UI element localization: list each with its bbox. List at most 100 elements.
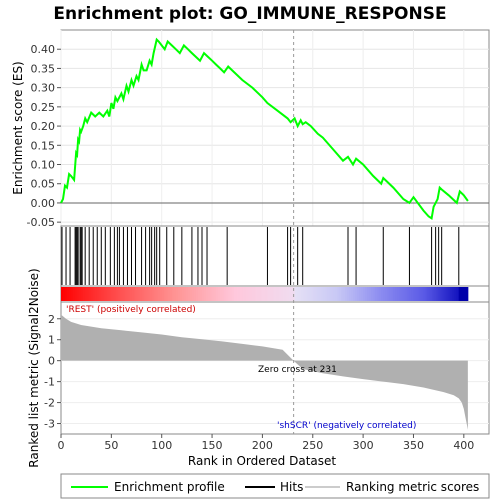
color-bar-segment (340, 287, 344, 301)
color-bar-segment (361, 287, 364, 301)
metric-tick-label: 2 (48, 313, 55, 326)
color-bar-segment (266, 287, 269, 301)
color-bar-segment (449, 287, 453, 301)
color-bar-segment (427, 287, 431, 301)
color-bar-segment (399, 287, 402, 301)
color-bar-segment (81, 287, 84, 301)
color-bar-segment (216, 287, 219, 301)
es-y-axis-label: Enrichment score (ES) (11, 61, 25, 194)
color-bar-segment (65, 287, 68, 301)
color-bar-segment (105, 287, 108, 301)
color-bar-segment (163, 287, 167, 301)
color-bar-segment (294, 287, 298, 301)
color-bar-segment (179, 287, 183, 301)
color-bar-segment (77, 287, 80, 301)
color-bar-segment (435, 287, 439, 301)
color-bar-segment (220, 287, 223, 301)
metric-tick-label: -1 (44, 376, 55, 389)
color-bar-segment (153, 287, 157, 301)
zero-cross-label: Zero cross at 231 (258, 365, 337, 375)
color-bar-segment (431, 287, 435, 301)
color-bar-segment (359, 287, 362, 301)
color-bar-segment (232, 287, 235, 301)
color-bar-segment (320, 287, 324, 301)
color-bar-segment (423, 287, 427, 301)
color-bar-segment (262, 287, 265, 301)
color-bar-segment (332, 287, 336, 301)
color-bar-segment (286, 287, 290, 301)
es-tick-label: 0.15 (31, 139, 56, 152)
es-panel: 0.40 0.35 0.30 0.25 0.20 0.15 0.10 0.05 0.00 -0.0… (27, 29, 490, 229)
color-bar-segment (260, 287, 263, 301)
color-bar-segment (246, 287, 249, 301)
color-bar-segment (397, 287, 400, 301)
x-tick-label: 400 (453, 439, 474, 452)
color-bar-segment (258, 287, 261, 301)
color-bar-segment (383, 287, 386, 301)
color-bar-segment (373, 287, 376, 301)
color-bar-segment (208, 287, 211, 301)
es-tick-label: 0.05 (31, 178, 56, 191)
color-bar-segment (125, 287, 128, 301)
color-bar-segment (308, 287, 312, 301)
color-bar-segment (214, 287, 217, 301)
x-tick-label: 300 (353, 439, 374, 452)
color-bar-segment (290, 287, 294, 301)
color-bar-segment (199, 287, 203, 301)
color-bar-segment (143, 287, 147, 301)
color-bar-segment (365, 287, 368, 301)
color-bar-segment (149, 287, 153, 301)
color-bar-segment (377, 287, 380, 301)
color-bar-segment (268, 287, 271, 301)
color-bar-segment (137, 287, 141, 301)
metric-tick-label: -2 (44, 397, 55, 410)
color-bar-segment (252, 287, 255, 301)
color-bar-segment (395, 287, 398, 301)
x-tick-label: 250 (302, 439, 323, 452)
hit-markers (61, 227, 460, 285)
metric-tick-label: 0 (48, 355, 55, 368)
color-bar-segment (417, 287, 421, 301)
color-bar-segment (419, 287, 423, 301)
color-bar-segment (322, 287, 326, 301)
color-bar-segment (455, 287, 459, 301)
hits-panel-frame (60, 225, 490, 287)
es-tick-label: 0.35 (31, 62, 56, 75)
rank-color-bar (60, 285, 490, 303)
color-bar-segment (147, 287, 151, 301)
color-bar-segment (413, 287, 416, 301)
color-bar-segment (288, 287, 292, 301)
x-tick-label: 200 (252, 439, 273, 452)
color-bar-segment (109, 287, 112, 301)
legend-profile-label: Enrichment profile (114, 480, 225, 494)
enrichment-profile-line (60, 37, 469, 220)
color-bar-segment (353, 287, 356, 301)
color-bar-segment (185, 287, 189, 301)
color-bar-segment (165, 287, 169, 301)
color-bar-segment (411, 287, 414, 301)
es-tick-label: 0.20 (31, 120, 56, 133)
es-y-ticks: 0.40 0.35 0.30 0.25 0.20 0.15 0.10 0.05 0.00 -0.0… (27, 43, 61, 229)
color-bar-segment (197, 287, 201, 301)
color-bar-segment (443, 287, 447, 301)
color-bar-segment (316, 287, 320, 301)
legend: Enrichment profile Hits Ranking metric s… (60, 473, 490, 499)
color-bar-segment (326, 287, 330, 301)
color-bar-segment (131, 287, 135, 301)
color-bar-segment (415, 287, 418, 301)
color-bar-segment (318, 287, 322, 301)
color-bar-segment (381, 287, 384, 301)
color-bar-segment (129, 287, 132, 301)
color-bar-segment (256, 287, 259, 301)
color-bar-segment (355, 287, 358, 301)
color-bar-segment (187, 287, 191, 301)
x-tick-label: 50 (104, 439, 118, 452)
color-bar-segment (282, 287, 286, 301)
color-bar-segment (336, 287, 340, 301)
color-bar-segment (177, 287, 181, 301)
color-bar-segment (250, 287, 253, 301)
color-bar-segment (310, 287, 314, 301)
legend-hits-label: Hits (280, 480, 303, 494)
color-bar-segment (115, 287, 118, 301)
